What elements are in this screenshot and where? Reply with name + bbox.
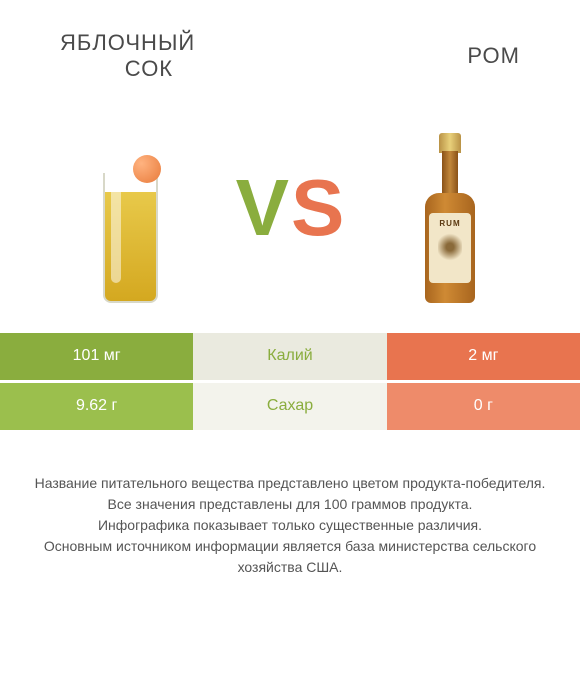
table-row: 9.62 гСахар0 г [0, 383, 580, 433]
nutrient-name: Калий [193, 333, 386, 380]
left-value: 9.62 г [0, 383, 193, 430]
rum-bottle-icon: RUM [425, 133, 475, 303]
table-row: 101 мгКалий2 мг [0, 333, 580, 383]
right-title: РОМ [467, 43, 520, 69]
vs-s: S [291, 162, 344, 254]
comparison-table: 101 мгКалий2 мг9.62 гСахар0 г [0, 333, 580, 433]
right-value: 0 г [387, 383, 580, 430]
vs-v: V [236, 162, 289, 254]
bottle-label-text: RUM [439, 219, 460, 228]
right-product-image: RUM [380, 123, 520, 303]
left-product-image [60, 123, 200, 303]
left-title: ЯБЛОЧНЫЙ СОК [60, 30, 195, 83]
left-value: 101 мг [0, 333, 193, 380]
juice-glass-icon [103, 173, 158, 303]
footnote: Название питательного вещества представл… [0, 433, 580, 598]
header: ЯБЛОЧНЫЙ СОК РОМ [0, 0, 580, 93]
vs-label: V S [236, 162, 345, 254]
nutrient-name: Сахар [193, 383, 386, 430]
images-row: V S RUM [0, 93, 580, 333]
right-value: 2 мг [387, 333, 580, 380]
